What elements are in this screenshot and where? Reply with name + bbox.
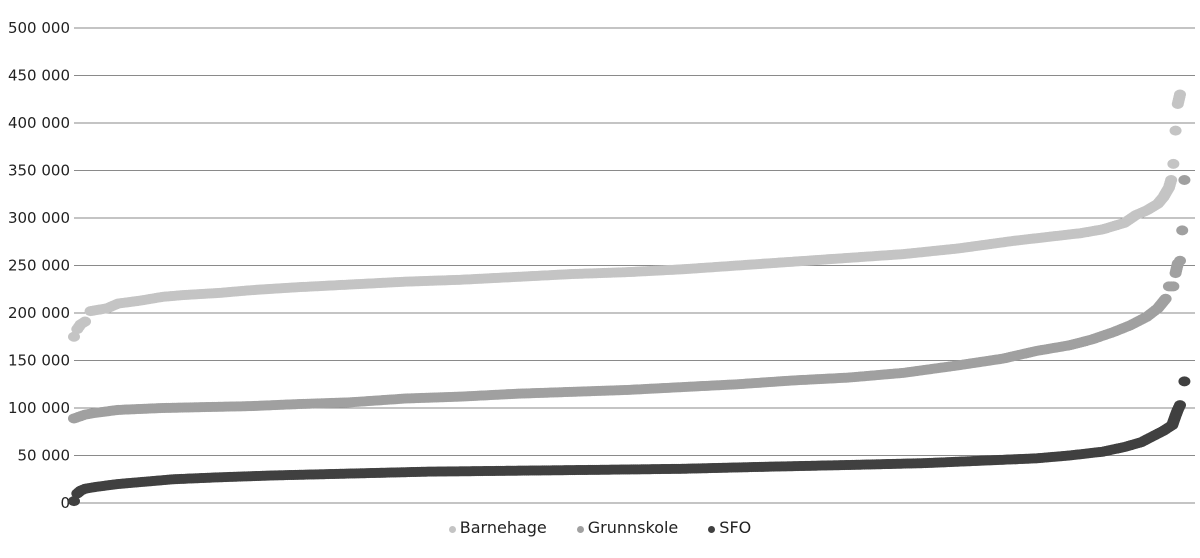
legend-label: Grunnskole [587,518,679,537]
legend-item-barnehage: Barnehage [448,518,547,537]
data-point [1178,376,1191,387]
y-tick-label: 50 000 [18,447,71,465]
y-tick-label: 100 000 [8,399,70,417]
y-tick-label: 0 [60,494,70,512]
y-tick-label: 450 000 [8,67,70,85]
legend-marker-icon [448,525,456,533]
legend-item-sfo: SFO [708,518,751,537]
y-tick-label: 300 000 [8,209,70,227]
y-axis-labels: 0 50 000 100 000 150 000 200 000 250 000 300 0… [8,19,70,512]
legend-item-grunnskole: Grunnskole [576,518,679,537]
data-point [1167,158,1180,169]
data-point [1165,175,1178,185]
data-point [1174,400,1186,411]
legend-marker-icon [708,525,716,533]
data-point [1174,89,1186,100]
y-tick-label: 200 000 [8,304,70,322]
y-tick-label: 250 000 [8,257,70,275]
data-point [1159,293,1172,304]
series-barnehage [68,89,1186,342]
legend: Barnehage Grunnskole SFO [0,518,1200,537]
legend-marker-icon [576,525,584,533]
y-tick-label: 400 000 [8,114,70,132]
y-tick-label: 150 000 [8,352,70,370]
series-sfo [68,376,1191,507]
data-point [1178,175,1191,185]
data-point [68,331,80,342]
y-tick-label: 500 000 [8,19,70,37]
data-point [79,316,92,327]
data-series [68,89,1191,507]
y-tick-label: 350 000 [8,162,70,180]
data-point [68,496,80,507]
data-point [1167,281,1180,292]
legend-label: Barnehage [459,518,547,537]
data-point [1174,255,1186,266]
data-point [1176,225,1189,236]
legend-label: SFO [719,518,752,537]
data-point [1169,125,1182,136]
gridlines [74,27,1195,504]
series-grunnskole [68,175,1191,424]
